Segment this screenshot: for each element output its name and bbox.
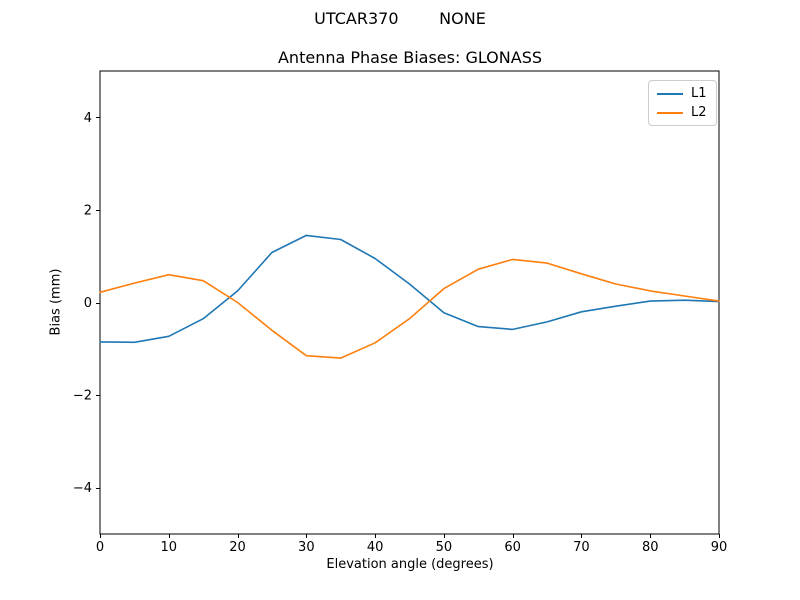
legend-line-swatch-l1 bbox=[657, 92, 683, 95]
y-tick-label: 4 bbox=[84, 111, 92, 126]
axes-spines bbox=[99, 70, 720, 535]
x-tick-label: 70 bbox=[573, 540, 590, 555]
y-tick-label: 2 bbox=[84, 203, 92, 218]
y-axis-label: Bias (mm) bbox=[48, 268, 64, 336]
series-line-l1 bbox=[99, 234, 720, 344]
legend-item-l1: L1 bbox=[657, 86, 707, 101]
x-tick-label: 20 bbox=[229, 540, 246, 555]
x-tick-label: 0 bbox=[96, 540, 104, 555]
x-axis-label: Elevation angle (degrees) bbox=[326, 557, 494, 572]
x-tick-label: 80 bbox=[642, 540, 659, 555]
legend-item-l2: L2 bbox=[657, 105, 707, 120]
legend: L1 L2 bbox=[648, 80, 717, 126]
y-tick-label: −2 bbox=[73, 389, 92, 404]
y-tick-label: −4 bbox=[73, 481, 92, 496]
legend-label: L2 bbox=[691, 105, 707, 120]
x-tick-label: 50 bbox=[436, 540, 453, 555]
y-tick-label: 0 bbox=[84, 296, 92, 311]
x-tick-label: 60 bbox=[504, 540, 521, 555]
series-line-l2 bbox=[99, 258, 720, 359]
legend-label: L1 bbox=[691, 86, 707, 101]
legend-line-swatch-l2 bbox=[657, 111, 683, 114]
chart-title: Antenna Phase Biases: GLONASS bbox=[277, 48, 542, 67]
x-tick-label: 30 bbox=[298, 540, 315, 555]
x-tick-label: 90 bbox=[711, 540, 728, 555]
figure-suptitle: UTCAR370 NONE bbox=[314, 9, 486, 28]
x-tick-label: 40 bbox=[367, 540, 384, 555]
x-tick-label: 10 bbox=[161, 540, 178, 555]
